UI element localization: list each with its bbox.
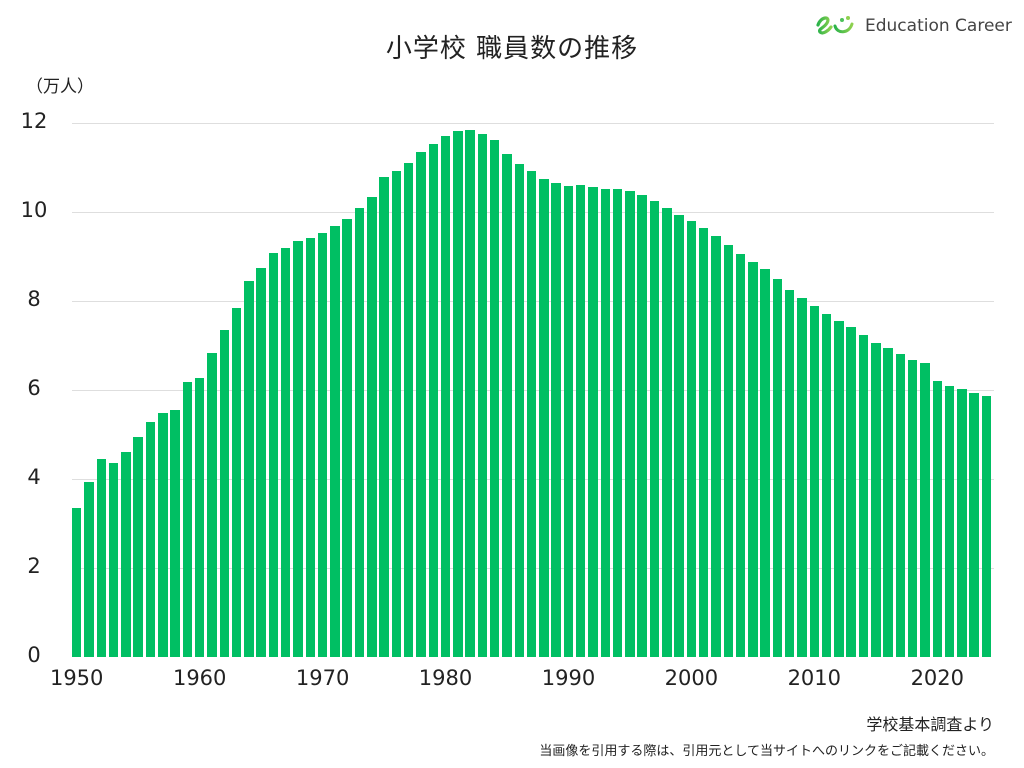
bar-1974[interactable] bbox=[367, 196, 377, 657]
x-tick-label: 1960 bbox=[172, 666, 227, 690]
logo-text: Education Career bbox=[865, 16, 1012, 36]
bar-1988[interactable] bbox=[539, 179, 549, 657]
bar-1968[interactable] bbox=[293, 240, 303, 657]
bar-2005[interactable] bbox=[748, 261, 758, 657]
source-note: 学校基本調査より bbox=[866, 715, 994, 734]
bar-1971[interactable] bbox=[330, 225, 340, 657]
bar-1972[interactable] bbox=[342, 219, 352, 657]
bar-2013[interactable] bbox=[846, 326, 856, 657]
bar-2010[interactable] bbox=[809, 305, 820, 657]
bar-1957[interactable] bbox=[158, 413, 168, 657]
bar-2001[interactable] bbox=[698, 228, 709, 657]
bar-1962[interactable] bbox=[219, 329, 229, 657]
y-tick-label: 12 bbox=[20, 109, 48, 133]
bar-1992[interactable] bbox=[588, 187, 598, 657]
x-tick-label: 1980 bbox=[418, 666, 473, 690]
bar-1980[interactable] bbox=[440, 135, 451, 657]
x-tick-label: 2000 bbox=[664, 666, 719, 690]
bar-1959[interactable] bbox=[182, 382, 193, 657]
bar-series bbox=[72, 0, 994, 657]
bar-1958[interactable] bbox=[170, 410, 180, 657]
bar-1951[interactable] bbox=[84, 482, 94, 657]
bar-1982[interactable] bbox=[465, 130, 475, 657]
bar-2016[interactable] bbox=[883, 348, 893, 657]
bar-1950[interactable] bbox=[72, 507, 82, 657]
bar-2017[interactable] bbox=[895, 354, 906, 657]
bar-1984[interactable] bbox=[489, 139, 500, 657]
bar-2000[interactable] bbox=[686, 220, 697, 657]
bar-1986[interactable] bbox=[514, 163, 525, 657]
x-tick-label: 1970 bbox=[295, 666, 350, 690]
bar-1956[interactable] bbox=[145, 422, 156, 657]
y-tick-label: 10 bbox=[20, 198, 48, 222]
bar-2009[interactable] bbox=[797, 298, 807, 657]
bar-1975[interactable] bbox=[379, 176, 389, 657]
bar-2012[interactable] bbox=[834, 320, 844, 657]
citation-note: 当画像を引用する際は、引用元として当サイトへのリンクをご記載ください。 bbox=[539, 744, 994, 759]
x-tick-label: 1950 bbox=[49, 666, 104, 690]
bar-1985[interactable] bbox=[502, 154, 512, 657]
bar-2023[interactable] bbox=[969, 392, 979, 657]
bar-1978[interactable] bbox=[416, 151, 426, 657]
bar-2018[interactable] bbox=[907, 359, 918, 657]
bar-2011[interactable] bbox=[821, 314, 832, 657]
bar-1961[interactable] bbox=[207, 353, 217, 657]
gridline bbox=[72, 123, 994, 124]
bar-1952[interactable] bbox=[96, 459, 107, 657]
y-tick-label: 8 bbox=[27, 287, 41, 311]
chart-title: 小学校 職員数の推移 bbox=[385, 34, 639, 64]
bar-2020[interactable] bbox=[932, 380, 942, 657]
bar-1998[interactable] bbox=[662, 208, 672, 657]
bar-2004[interactable] bbox=[735, 253, 746, 657]
bar-1969[interactable] bbox=[305, 237, 316, 657]
bar-1955[interactable] bbox=[133, 437, 143, 657]
bar-2015[interactable] bbox=[871, 342, 881, 657]
bar-1966[interactable] bbox=[268, 252, 279, 657]
bar-2003[interactable] bbox=[723, 244, 734, 657]
bar-2008[interactable] bbox=[785, 289, 795, 657]
bar-1977[interactable] bbox=[403, 163, 414, 657]
bar-1987[interactable] bbox=[526, 171, 537, 657]
bar-2022[interactable] bbox=[957, 389, 967, 657]
bar-1991[interactable] bbox=[576, 184, 586, 657]
bar-1997[interactable] bbox=[649, 200, 660, 657]
y-axis-unit-label: （万人） bbox=[26, 77, 94, 97]
bar-1993[interactable] bbox=[600, 188, 611, 657]
bar-2024[interactable] bbox=[981, 396, 992, 657]
bar-1994[interactable] bbox=[612, 188, 623, 657]
bar-1973[interactable] bbox=[354, 208, 365, 657]
bar-1995[interactable] bbox=[625, 191, 635, 657]
bar-1954[interactable] bbox=[121, 451, 131, 657]
bar-1965[interactable] bbox=[256, 268, 266, 657]
bar-2021[interactable] bbox=[944, 385, 955, 657]
bar-1963[interactable] bbox=[231, 308, 242, 657]
bar-2006[interactable] bbox=[760, 269, 770, 657]
bar-1964[interactable] bbox=[244, 281, 254, 657]
bar-1953[interactable] bbox=[108, 463, 119, 657]
y-tick-label: 6 bbox=[27, 376, 41, 400]
bar-1983[interactable] bbox=[477, 134, 488, 657]
smile-leaf-logo-icon bbox=[815, 12, 859, 40]
x-tick-label: 1990 bbox=[541, 666, 596, 690]
bar-2007[interactable] bbox=[772, 278, 783, 657]
bar-2019[interactable] bbox=[920, 363, 930, 657]
bar-1999[interactable] bbox=[674, 215, 684, 657]
bar-1960[interactable] bbox=[194, 378, 205, 657]
bar-1996[interactable] bbox=[637, 195, 647, 657]
bar-1981[interactable] bbox=[453, 131, 463, 657]
bar-1976[interactable] bbox=[391, 171, 402, 657]
x-tick-label: 2010 bbox=[787, 666, 842, 690]
bar-1970[interactable] bbox=[317, 232, 328, 657]
bar-2014[interactable] bbox=[858, 334, 869, 657]
bar-1967[interactable] bbox=[280, 248, 291, 657]
education-career-logo[interactable]: Education Career bbox=[815, 12, 1012, 40]
bar-2002[interactable] bbox=[711, 236, 721, 657]
y-tick-label: 4 bbox=[27, 465, 41, 489]
y-tick-label: 2 bbox=[27, 554, 41, 578]
bar-1989[interactable] bbox=[551, 183, 561, 657]
bar-1990[interactable] bbox=[563, 186, 574, 657]
y-tick-label: 0 bbox=[27, 643, 41, 667]
bar-1979[interactable] bbox=[428, 143, 438, 657]
x-tick-label: 2020 bbox=[910, 666, 965, 690]
